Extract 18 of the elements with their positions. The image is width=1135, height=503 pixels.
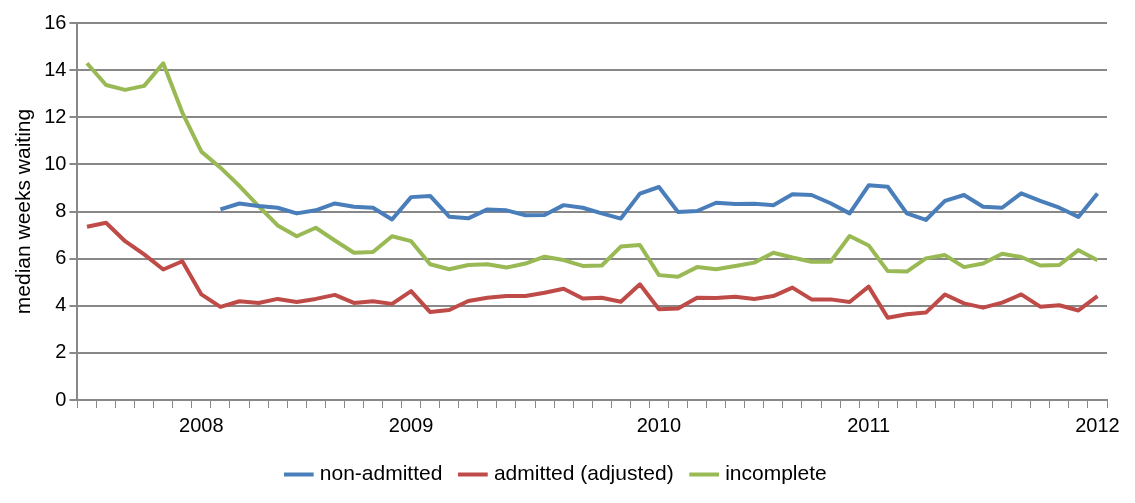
y-tick-label: 2	[55, 340, 67, 363]
y-tick-label: 6	[55, 246, 67, 269]
y-tick-label: 16	[44, 10, 67, 33]
x-tick-label: 2009	[388, 413, 434, 436]
y-tick-label: 12	[44, 104, 67, 127]
x-tick-label: 2008	[179, 413, 224, 436]
y-tick-label: 10	[44, 151, 67, 174]
y-tick-label: 0	[55, 387, 67, 410]
legend-label: admitted (adjusted)	[493, 461, 674, 485]
legend-label: incomplete	[725, 461, 827, 485]
y-tick-label: 8	[55, 199, 67, 222]
x-tick-label: 2012	[1075, 413, 1120, 436]
y-tick-label: 4	[55, 293, 67, 316]
legend-label: non-admitted	[319, 461, 443, 485]
y-tick-label: 14	[44, 57, 67, 80]
x-tick-label: 2010	[636, 413, 682, 436]
x-tick-label: 2011	[847, 413, 891, 436]
y-axis-title: median weeks waiting	[11, 108, 35, 315]
